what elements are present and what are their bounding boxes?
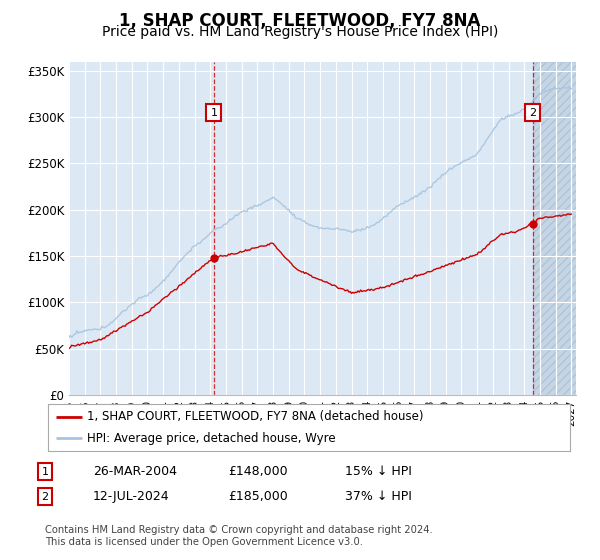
Text: £148,000: £148,000 <box>228 465 287 478</box>
Text: 15% ↓ HPI: 15% ↓ HPI <box>345 465 412 478</box>
Text: 1, SHAP COURT, FLEETWOOD, FY7 8NA: 1, SHAP COURT, FLEETWOOD, FY7 8NA <box>119 12 481 30</box>
Text: 1: 1 <box>211 108 217 118</box>
Text: 2: 2 <box>41 492 49 502</box>
Bar <box>533 62 576 395</box>
Text: HPI: Average price, detached house, Wyre: HPI: Average price, detached house, Wyre <box>87 432 336 445</box>
Text: 37% ↓ HPI: 37% ↓ HPI <box>345 490 412 503</box>
Text: Price paid vs. HM Land Registry's House Price Index (HPI): Price paid vs. HM Land Registry's House … <box>102 26 498 39</box>
Text: 1: 1 <box>41 466 49 477</box>
Text: 2: 2 <box>529 108 536 118</box>
Text: Contains HM Land Registry data © Crown copyright and database right 2024.
This d: Contains HM Land Registry data © Crown c… <box>45 525 433 547</box>
Text: 12-JUL-2024: 12-JUL-2024 <box>93 490 170 503</box>
Text: £185,000: £185,000 <box>228 490 288 503</box>
Text: 1, SHAP COURT, FLEETWOOD, FY7 8NA (detached house): 1, SHAP COURT, FLEETWOOD, FY7 8NA (detac… <box>87 410 424 423</box>
Text: 26-MAR-2004: 26-MAR-2004 <box>93 465 177 478</box>
